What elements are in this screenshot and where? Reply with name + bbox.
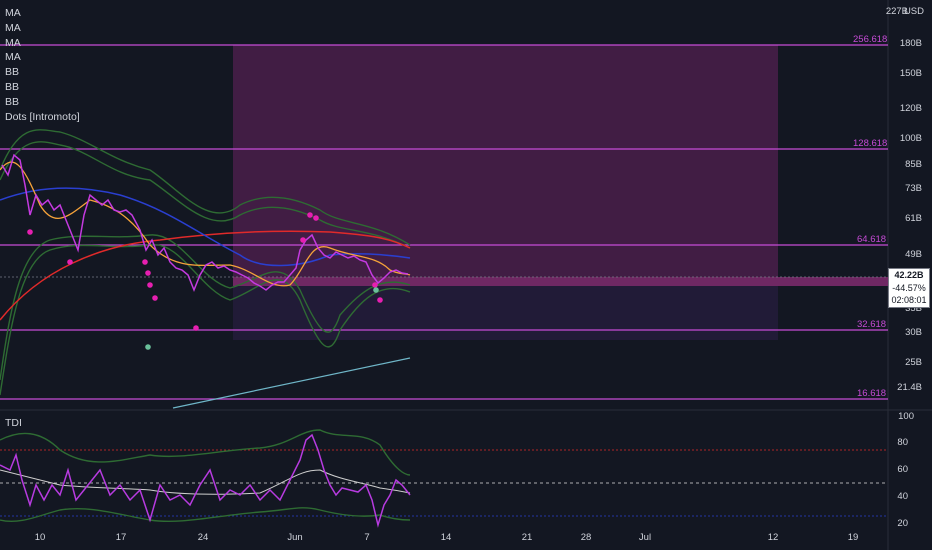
time-axis-label: 14 bbox=[440, 532, 452, 543]
bollinger-bands bbox=[0, 129, 411, 396]
current-price-badge: 42.22B -44.57% 02:08:01 bbox=[888, 268, 930, 308]
price-axis-label: 35B bbox=[905, 303, 922, 314]
legend-item-ma-1[interactable]: MA bbox=[5, 7, 21, 19]
ma-blue bbox=[0, 187, 411, 267]
tdi-axis-label: 100 bbox=[898, 411, 914, 422]
ma-red bbox=[0, 230, 411, 321]
time-axis-label: 12 bbox=[767, 532, 779, 543]
fib-level-label: 16.618 bbox=[857, 388, 887, 399]
price-axis-label: 180B bbox=[899, 38, 922, 49]
price-axis-label: 100B bbox=[899, 133, 922, 144]
time-axis-label: 21 bbox=[521, 532, 533, 543]
price-axis-label: 30B bbox=[905, 327, 922, 338]
fib-level-label: 64.618 bbox=[857, 234, 887, 245]
tdi-axis-label: 40 bbox=[897, 491, 908, 502]
time-axis-label: 10 bbox=[34, 532, 46, 543]
price-candles[interactable] bbox=[1, 153, 409, 293]
legend-item-bb-1[interactable]: BB bbox=[5, 66, 20, 79]
legend-item-ma-2[interactable]: MA bbox=[5, 21, 21, 34]
time-axis-label: 24 bbox=[197, 532, 209, 543]
legend-item-ma-3[interactable]: MA bbox=[5, 36, 21, 49]
time-axis-label: 28 bbox=[580, 532, 592, 543]
tdi-axis-label: 20 bbox=[897, 518, 908, 529]
fib-level-label: 256.618 bbox=[853, 34, 888, 45]
price-axis-label: 73B bbox=[905, 183, 922, 194]
price-axis-label: 120B bbox=[899, 103, 922, 114]
time-axis-label: Jul bbox=[638, 532, 652, 543]
price-axis-label: 21.4B bbox=[897, 382, 922, 393]
price-axis-label: 49B bbox=[905, 249, 922, 260]
time-axis-label: 17 bbox=[115, 532, 127, 543]
tdi-axis-label: 60 bbox=[897, 464, 908, 475]
tdi-legend[interactable]: TDI bbox=[5, 417, 22, 429]
intromoto-dots bbox=[27, 212, 383, 350]
price-change: -44.57% bbox=[892, 282, 926, 293]
time-axis-label: Jun bbox=[287, 532, 303, 543]
price-axis-label: 150B bbox=[899, 68, 922, 79]
legend-item-dots[interactable]: Dots [Intromoto] bbox=[5, 110, 80, 123]
current-price: 42.22B bbox=[894, 270, 924, 280]
currency-label[interactable]: USD bbox=[903, 6, 924, 17]
time-axis-label: 7 bbox=[364, 532, 370, 543]
fib-projection-zone bbox=[233, 45, 778, 277]
legend-item-ma-4[interactable]: MA bbox=[5, 51, 21, 64]
fib-level-label: 128.618 bbox=[853, 138, 888, 149]
time-axis-label: 19 bbox=[847, 532, 859, 543]
ma-orange bbox=[0, 161, 411, 287]
tdi-axis-label: 80 bbox=[897, 437, 908, 448]
price-axis-label: 85B bbox=[905, 159, 922, 170]
indicator-legend[interactable]: MA MA MA MA BB BB BB Dots [Intromoto] bbox=[5, 6, 80, 124]
price-axis-label: 227B bbox=[885, 6, 908, 17]
legend-item-bb-2[interactable]: BB bbox=[5, 80, 20, 93]
ma-cyan bbox=[172, 357, 411, 409]
legend-item-bb-3[interactable]: BB bbox=[5, 95, 20, 108]
tdi-pane[interactable] bbox=[0, 429, 888, 528]
price-axis-label: 25B bbox=[905, 357, 922, 368]
bar-countdown: 02:08:01 bbox=[891, 295, 927, 305]
price-axis-label: 61B bbox=[905, 213, 922, 224]
fib-level-label: 32.618 bbox=[857, 319, 887, 330]
